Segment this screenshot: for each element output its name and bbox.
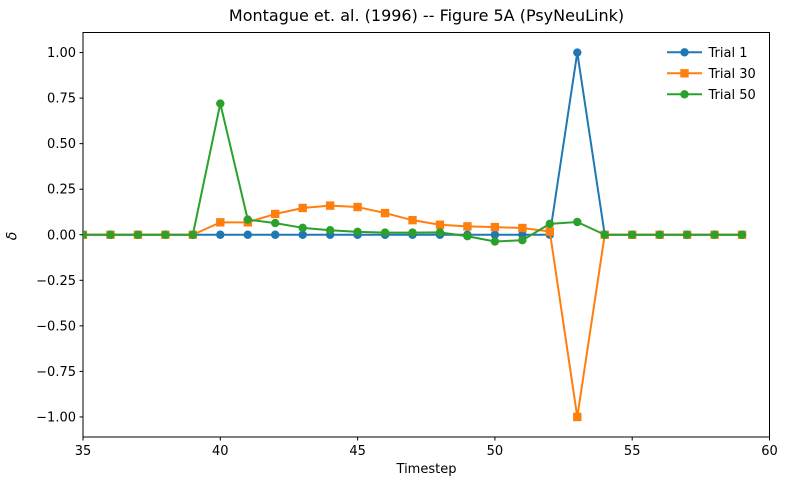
series-marker-trial-1 <box>243 230 252 239</box>
legend-label: Trial 1 <box>708 46 748 61</box>
x-tick-label: 60 <box>761 444 778 459</box>
series-marker-trial-30 <box>216 218 225 227</box>
y-tick-label: 0.50 <box>47 137 76 152</box>
series-marker-trial-50 <box>106 230 115 239</box>
series-marker-trial-50 <box>682 230 692 239</box>
series-marker-trial-50 <box>545 219 555 229</box>
series-marker-trial-50 <box>490 237 500 246</box>
series-line-trial-1 <box>83 51 744 236</box>
y-tick-label: −0.25 <box>36 274 76 289</box>
series-marker-trial-50 <box>243 215 252 224</box>
y-tick-label: −0.75 <box>36 365 76 380</box>
series-marker-trial-50 <box>463 232 472 241</box>
series-marker-trial-50 <box>518 236 527 245</box>
series-marker-trial-50 <box>325 225 335 235</box>
x-tick-label: 50 <box>487 444 504 459</box>
y-tick-label: −0.50 <box>36 319 76 334</box>
series-marker-trial-30 <box>325 201 335 210</box>
series-marker-trial-50 <box>600 230 609 239</box>
series-marker-trial-30 <box>490 222 500 232</box>
series-marker-trial-1 <box>271 230 280 239</box>
series-marker-trial-30 <box>298 203 307 213</box>
series-marker-trial-50 <box>628 230 637 239</box>
series-marker-trial-30 <box>271 209 280 219</box>
y-axis-label: δ <box>4 231 21 241</box>
legend-item-trial-30: Trial 30 <box>667 67 756 82</box>
legend-marker <box>680 69 689 78</box>
series-marker-trial-50 <box>161 230 170 239</box>
y-tick-label: 0.25 <box>47 183 76 198</box>
x-tick-label: 35 <box>75 444 92 459</box>
y-tick-label: 0.00 <box>47 228 76 243</box>
x-tick-label: 55 <box>624 444 641 459</box>
series-marker-trial-50 <box>435 228 445 237</box>
series-marker-trial-50 <box>188 230 198 239</box>
legend-label: Trial 50 <box>708 88 756 103</box>
series-marker-trial-1 <box>490 230 500 239</box>
series-layer <box>83 48 747 422</box>
x-axis-label: Timestep <box>396 462 457 477</box>
series-marker-trial-50 <box>655 230 664 239</box>
legend-marker <box>680 90 689 99</box>
series-marker-trial-30 <box>435 220 445 229</box>
y-tick-label: 1.00 <box>47 46 76 61</box>
series-marker-trial-50 <box>710 230 719 239</box>
legend-label: Trial 30 <box>708 67 756 82</box>
series-marker-trial-30 <box>573 412 582 422</box>
series-marker-trial-30 <box>408 215 417 225</box>
series-marker-trial-50 <box>271 218 280 228</box>
chart-title: Montague et. al. (1996) -- Figure 5A (Ps… <box>228 6 625 25</box>
series-marker-trial-50 <box>353 227 362 237</box>
y-tick-label: −1.00 <box>36 410 76 425</box>
series-marker-trial-50 <box>380 228 390 237</box>
series-marker-trial-30 <box>545 227 555 236</box>
series-marker-trial-50 <box>408 228 417 237</box>
series-marker-trial-1 <box>216 230 225 239</box>
series-marker-trial-30 <box>353 202 362 212</box>
series-marker-trial-1 <box>573 48 582 57</box>
series-marker-trial-50 <box>573 217 582 227</box>
series-marker-trial-50 <box>216 99 225 108</box>
series-marker-trial-1 <box>298 230 307 239</box>
legend-item-trial-1: Trial 1 <box>667 46 747 61</box>
series-marker-trial-50 <box>737 230 747 239</box>
series-marker-trial-50 <box>133 230 143 239</box>
series-marker-trial-50 <box>298 223 307 233</box>
y-tick-label: 0.75 <box>47 92 76 107</box>
legend: Trial 1 Trial 30 Trial 50 <box>667 46 756 103</box>
x-tick-label: 40 <box>212 444 229 459</box>
series-marker-trial-30 <box>518 223 527 233</box>
series-marker-trial-50 <box>83 230 88 239</box>
legend-item-trial-50: Trial 50 <box>667 88 756 103</box>
legend-marker <box>680 48 689 57</box>
series-marker-trial-30 <box>463 222 472 231</box>
series-marker-trial-30 <box>380 208 390 218</box>
x-tick-label: 45 <box>349 444 366 459</box>
